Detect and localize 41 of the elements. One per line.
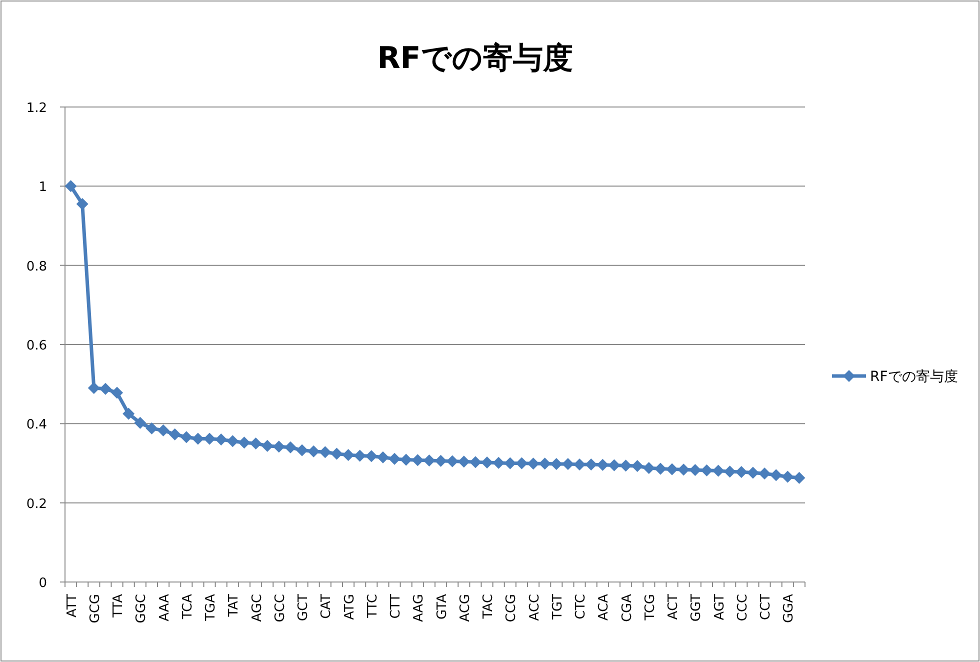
x-tick-label: TAC (481, 594, 496, 620)
x-tick-label: GTA (434, 594, 450, 620)
x-tick-label: GCG (88, 594, 103, 624)
x-tick-label: CGA (620, 594, 635, 622)
x-tick-label: TGA (204, 594, 219, 622)
x-tick-label: AGT (712, 594, 728, 620)
x-tick-label: ACT (666, 594, 682, 620)
x-tick-label: ATG (342, 594, 358, 620)
x-tick-label: CAT (319, 594, 334, 619)
x-tick-label: GGA (782, 594, 797, 624)
x-tick-label: TCA (180, 594, 196, 620)
y-tick-label: 0.8 (26, 259, 47, 274)
y-tick-label: 1.2 (26, 101, 47, 116)
x-tick-label: CTC (574, 594, 589, 620)
x-tick-label: TTC (365, 594, 380, 619)
x-tick-label: AGC (250, 594, 265, 622)
x-tick-label: ACC (527, 594, 542, 621)
y-tick-label: 0.2 (26, 496, 47, 512)
x-tick-label: TAT (226, 594, 242, 618)
x-tick-label: CTT (388, 594, 404, 619)
x-tick-label: AAG (412, 594, 427, 622)
x-tick-label: ACA (596, 594, 612, 621)
x-tick-label: GGC (134, 594, 150, 624)
x-tick-label: TCG (642, 594, 658, 622)
x-tick-label: TTA (111, 594, 126, 619)
y-tick-label: 0.4 (26, 418, 47, 433)
y-tick-label: 0 (38, 576, 47, 591)
x-tick-label: AAA (157, 594, 172, 622)
x-tick-label: ACG (458, 594, 473, 622)
y-tick-label: 1 (38, 180, 47, 196)
x-tick-label: GCT (296, 594, 312, 622)
legend-label: RFでの寄与度 (870, 369, 958, 385)
x-tick-label: GCC (272, 594, 288, 622)
x-tick-label: TGT (550, 594, 566, 620)
y-tick-label: 0.6 (26, 338, 47, 354)
x-tick-label: CCG (504, 594, 520, 622)
x-tick-label: GGT (689, 594, 704, 622)
chart-title: RFでの寄与度 (377, 41, 573, 76)
x-tick-label: CCT (758, 594, 774, 620)
x-tick-label: ATT (64, 594, 80, 618)
x-tick-label: CCC (735, 594, 750, 622)
